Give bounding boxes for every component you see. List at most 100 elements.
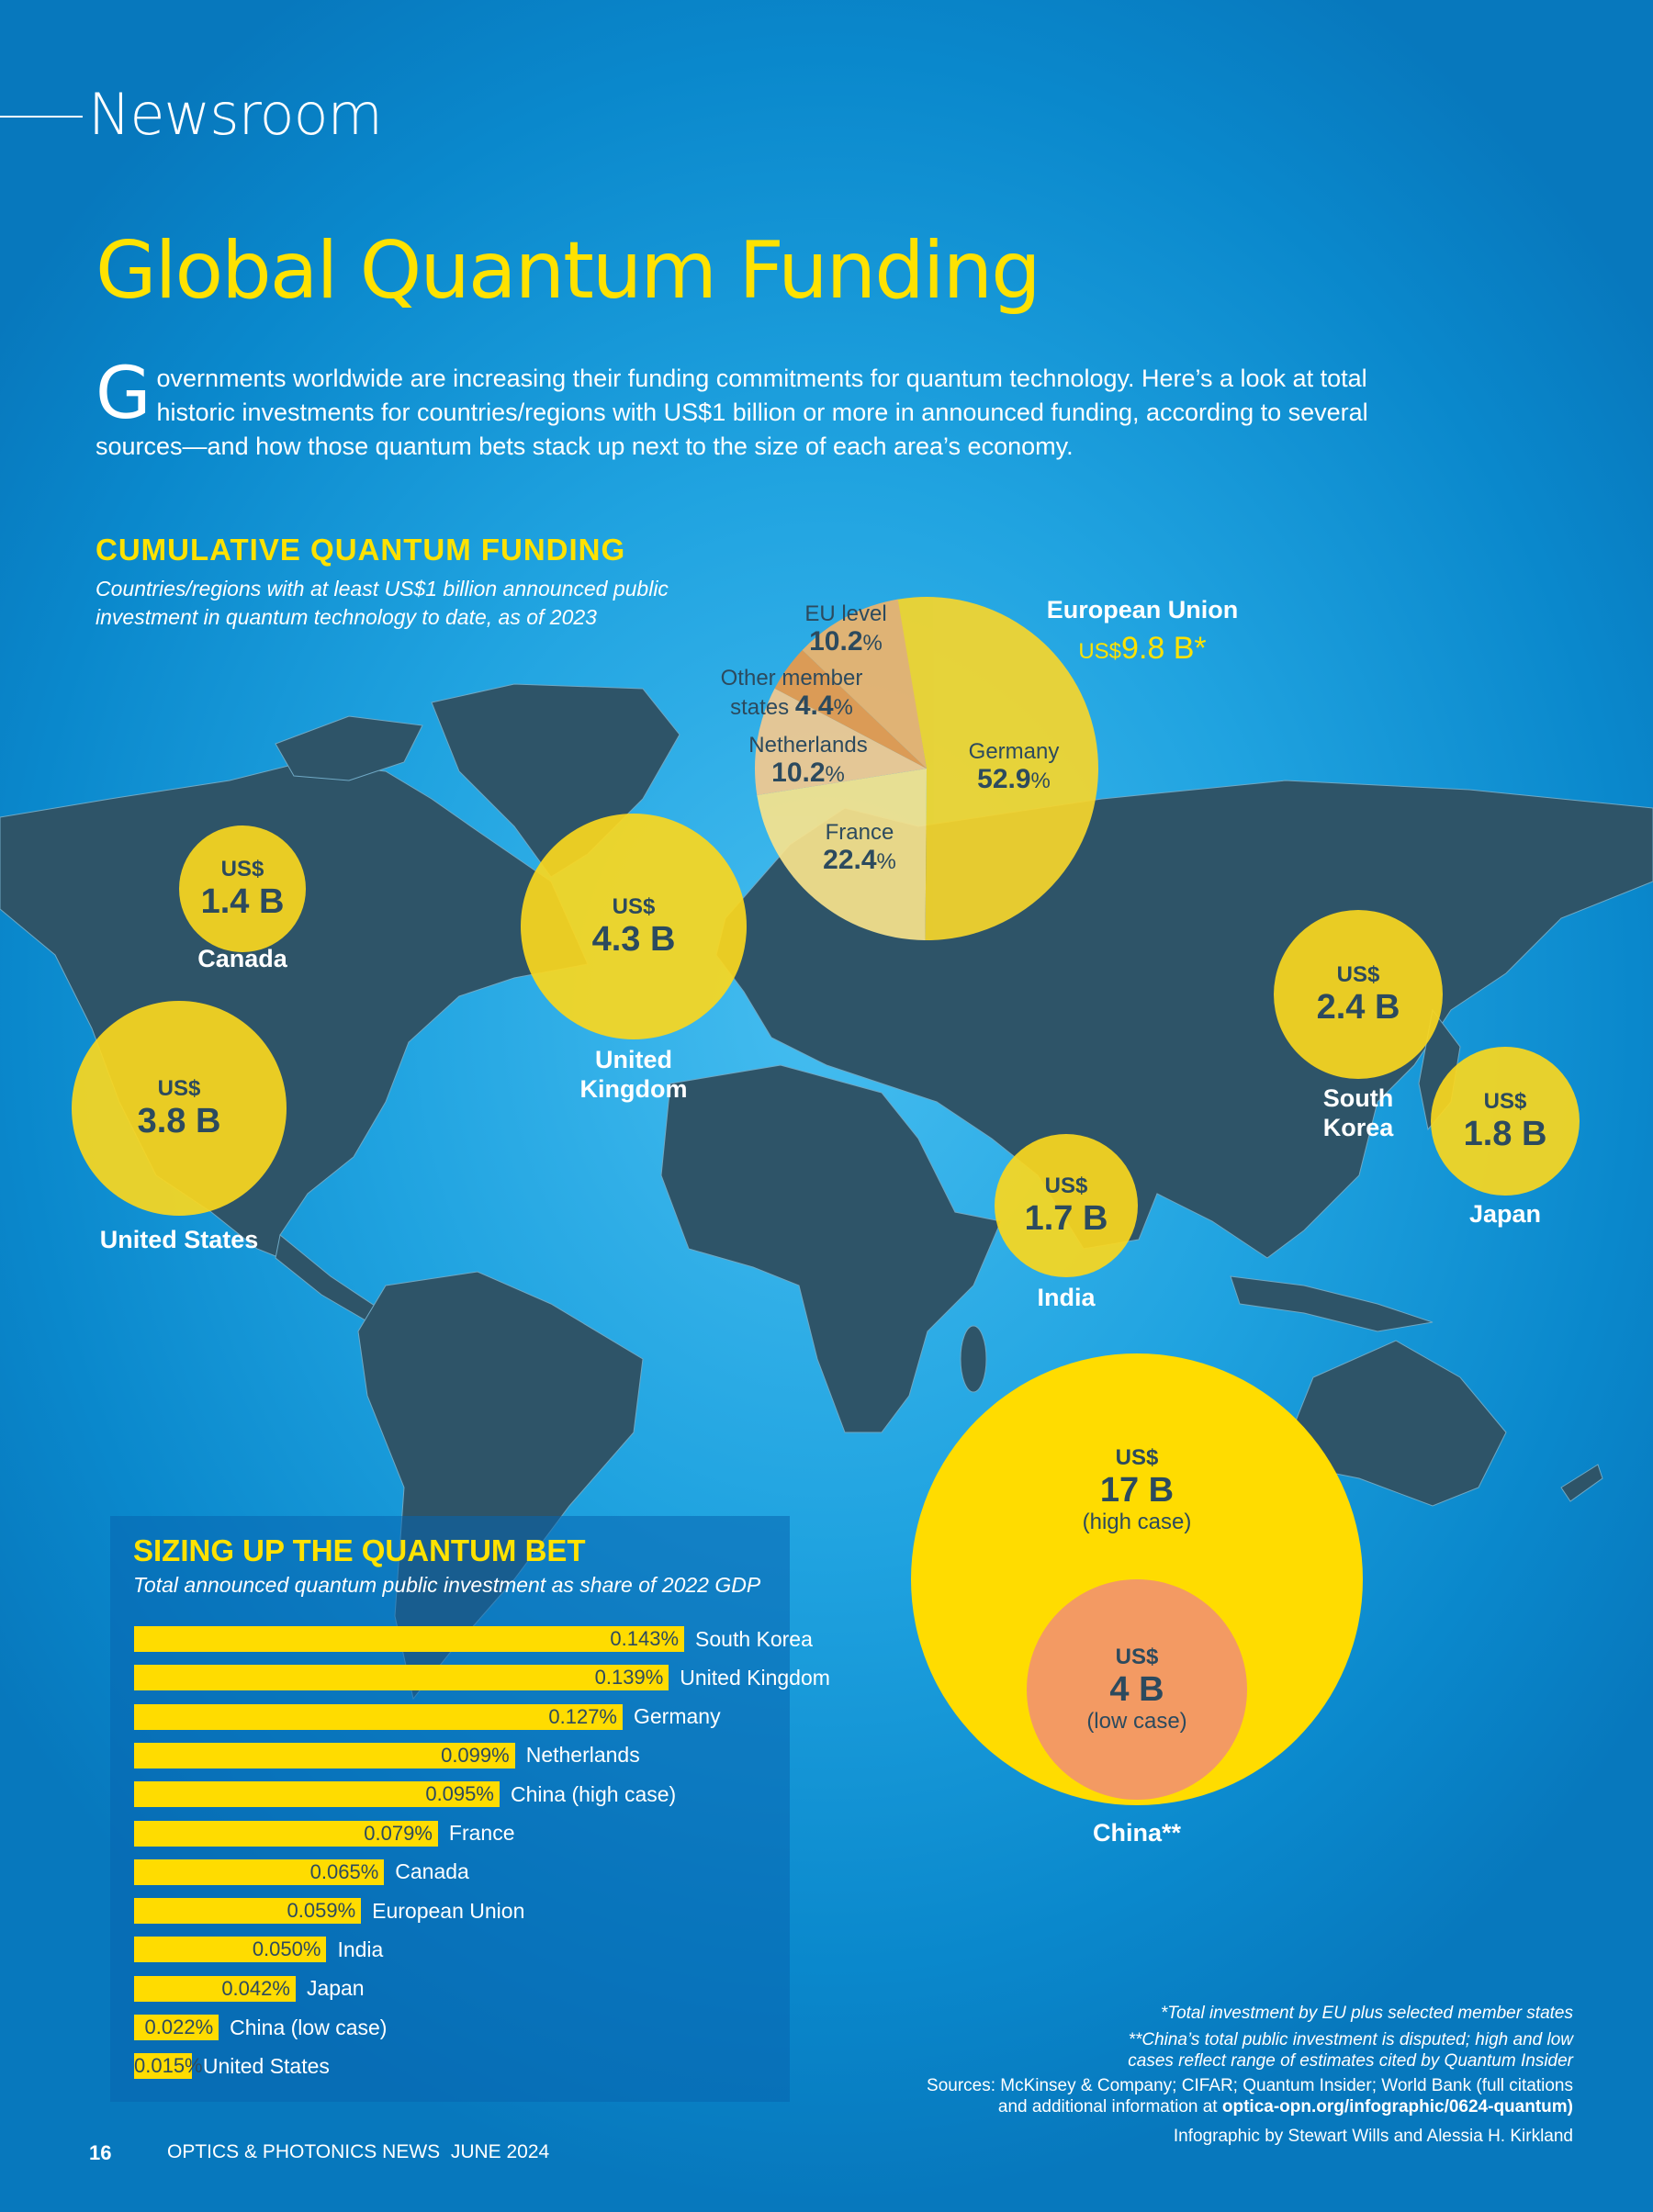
bar-row: 0.015% United States bbox=[134, 2053, 330, 2080]
bubble-canada: US$ 1.4 B bbox=[179, 825, 306, 952]
gdp-share-panel bbox=[110, 1516, 790, 2102]
bar: 0.127% bbox=[134, 1703, 623, 1730]
pct-sign: % bbox=[876, 849, 896, 874]
bar: 0.099% bbox=[134, 1742, 515, 1768]
sources: Sources: McKinsey & Company; CIFAR; Quan… bbox=[927, 2075, 1573, 2117]
section-label: Newsroom bbox=[88, 81, 383, 148]
map-heading: CUMULATIVE QUANTUM FUNDING bbox=[96, 533, 626, 567]
pie-label-netherlands: Netherlands 10.2% bbox=[748, 732, 867, 789]
slice-name: states bbox=[730, 695, 790, 720]
footnote-line: **China’s total public investment is dis… bbox=[1128, 2030, 1573, 2049]
amount: 2.4 B bbox=[1316, 988, 1400, 1027]
pie-slice-eu-level bbox=[802, 599, 927, 769]
bar: 0.042% bbox=[134, 1975, 296, 2002]
bar-chart-subtitle: Total announced quantum public investmen… bbox=[133, 1573, 761, 1597]
currency-label: US$ bbox=[1483, 1089, 1527, 1114]
madagascar bbox=[960, 1325, 987, 1393]
africa bbox=[660, 1064, 1002, 1433]
drop-cap: G bbox=[96, 353, 152, 435]
case-note: (high case) bbox=[1082, 1510, 1192, 1534]
bar-row: 0.099% Netherlands bbox=[134, 1742, 640, 1768]
bar-row: 0.095% China (high case) bbox=[134, 1781, 677, 1808]
label-canada: Canada bbox=[197, 945, 287, 972]
amount: 1.4 B bbox=[200, 882, 285, 921]
bar-row: 0.042% Japan bbox=[134, 1975, 365, 2002]
slice-value: 52.9 bbox=[977, 764, 1031, 794]
slice-name: France bbox=[825, 820, 894, 845]
footnote-china: **China’s total public investment is dis… bbox=[1128, 2029, 1573, 2072]
bar-row: 0.065% Canada bbox=[134, 1858, 469, 1885]
eu-total: US$9.8 B* bbox=[1078, 631, 1207, 667]
eu-pie bbox=[754, 596, 1099, 940]
label-china: China** bbox=[1092, 1819, 1182, 1847]
bar-row: 0.143% South Korea bbox=[134, 1626, 813, 1652]
pie-label-eu-level: EU level 10.2% bbox=[804, 601, 886, 657]
currency-label: US$ bbox=[157, 1076, 201, 1101]
bar-category-label: United States bbox=[202, 2053, 330, 2078]
section-rule bbox=[0, 116, 83, 118]
currency-label: US$ bbox=[1115, 1645, 1159, 1669]
arctic-islands bbox=[275, 715, 423, 781]
label-european-union: European Union bbox=[1046, 596, 1239, 623]
north-america bbox=[0, 761, 589, 1269]
map-subheading: Countries/regions with at least US$1 bil… bbox=[96, 577, 669, 629]
sources-line: Sources: McKinsey & Company; CIFAR; Quan… bbox=[927, 2076, 1573, 2095]
slice-name: Netherlands bbox=[748, 733, 868, 758]
label-line: Korea bbox=[1322, 1114, 1394, 1141]
bar: 0.079% bbox=[134, 1820, 438, 1847]
bar-row: 0.050% India bbox=[134, 1937, 384, 1963]
pct-sign: % bbox=[833, 695, 853, 720]
bubble-united-kingdom: US$ 4.3 B bbox=[521, 814, 747, 1039]
label-united-states: United States bbox=[99, 1226, 259, 1253]
bar-category-label: Canada bbox=[395, 1859, 469, 1884]
bar: 0.022% bbox=[134, 2015, 219, 2040]
sources-link[interactable]: optica-opn.org/infographic/0624-quantum) bbox=[1221, 2097, 1573, 2117]
bar-category-label: Germany bbox=[634, 1704, 721, 1729]
footnote-line: cases reflect range of estimates cited b… bbox=[1128, 2051, 1573, 2071]
bubble-japan: US$ 1.8 B bbox=[1431, 1047, 1580, 1196]
label-japan: Japan bbox=[1468, 1200, 1542, 1228]
bubble-india: US$ 1.7 B bbox=[995, 1134, 1138, 1277]
slice-name: Other member bbox=[720, 666, 863, 691]
page-title: Global Quantum Funding bbox=[96, 225, 1041, 317]
pie-slice-other-member-states bbox=[774, 649, 927, 769]
amount: 9.8 B* bbox=[1121, 631, 1207, 666]
label-united-kingdom: United Kingdom bbox=[580, 1045, 688, 1104]
amount: 1.7 B bbox=[1024, 1199, 1108, 1238]
pie-slice-germany bbox=[896, 596, 1099, 940]
amount: 1.8 B bbox=[1463, 1115, 1547, 1153]
bubble-south-korea: US$ 2.4 B bbox=[1274, 910, 1443, 1079]
label-line: South bbox=[1322, 1084, 1394, 1112]
currency-label: US$ bbox=[1115, 1445, 1159, 1470]
bar-category-label: European Union bbox=[372, 1898, 525, 1923]
bar-category-label: Japan bbox=[306, 1976, 365, 2001]
pie-label-other: Other member states 4.4% bbox=[721, 665, 863, 722]
bar-category-label: China (low case) bbox=[230, 2015, 388, 2039]
bar-row: 0.079% France bbox=[134, 1820, 515, 1847]
bar-chart-title: SIZING UP THE QUANTUM BET bbox=[133, 1533, 586, 1567]
sources-line: and additional information at bbox=[997, 2097, 1222, 2117]
amount: 3.8 B bbox=[137, 1102, 221, 1140]
bar-row: 0.127% Germany bbox=[134, 1703, 721, 1730]
bar-category-label: India bbox=[337, 1937, 384, 1961]
label-line: United bbox=[594, 1046, 672, 1073]
pct-sign: % bbox=[1030, 769, 1051, 793]
intro-text: overnments worldwide are increasing thei… bbox=[96, 365, 1368, 460]
amount: 4.3 B bbox=[591, 920, 676, 959]
currency-label: US$ bbox=[1044, 1173, 1088, 1198]
bar-row: 0.059% European Union bbox=[134, 1898, 525, 1925]
bar-row: 0.139% United Kingdom bbox=[134, 1665, 830, 1691]
bar-category-label: United Kingdom bbox=[680, 1665, 830, 1690]
slice-name: Germany bbox=[968, 739, 1060, 764]
currency-label: US$ bbox=[1336, 962, 1380, 987]
slice-value: 10.2 bbox=[809, 626, 863, 657]
slice-value: 10.2 bbox=[771, 758, 826, 788]
bar: 0.015% bbox=[134, 2053, 203, 2080]
bubble-united-states: US$ 3.8 B bbox=[72, 1001, 287, 1216]
bubble-china-low: US$ 4 B (low case) bbox=[1027, 1579, 1247, 1800]
bar-category-label: China (high case) bbox=[510, 1781, 677, 1806]
page-number: 16 bbox=[89, 2141, 112, 2164]
new-zealand bbox=[1560, 1464, 1603, 1502]
pie-slice-france bbox=[757, 769, 927, 940]
